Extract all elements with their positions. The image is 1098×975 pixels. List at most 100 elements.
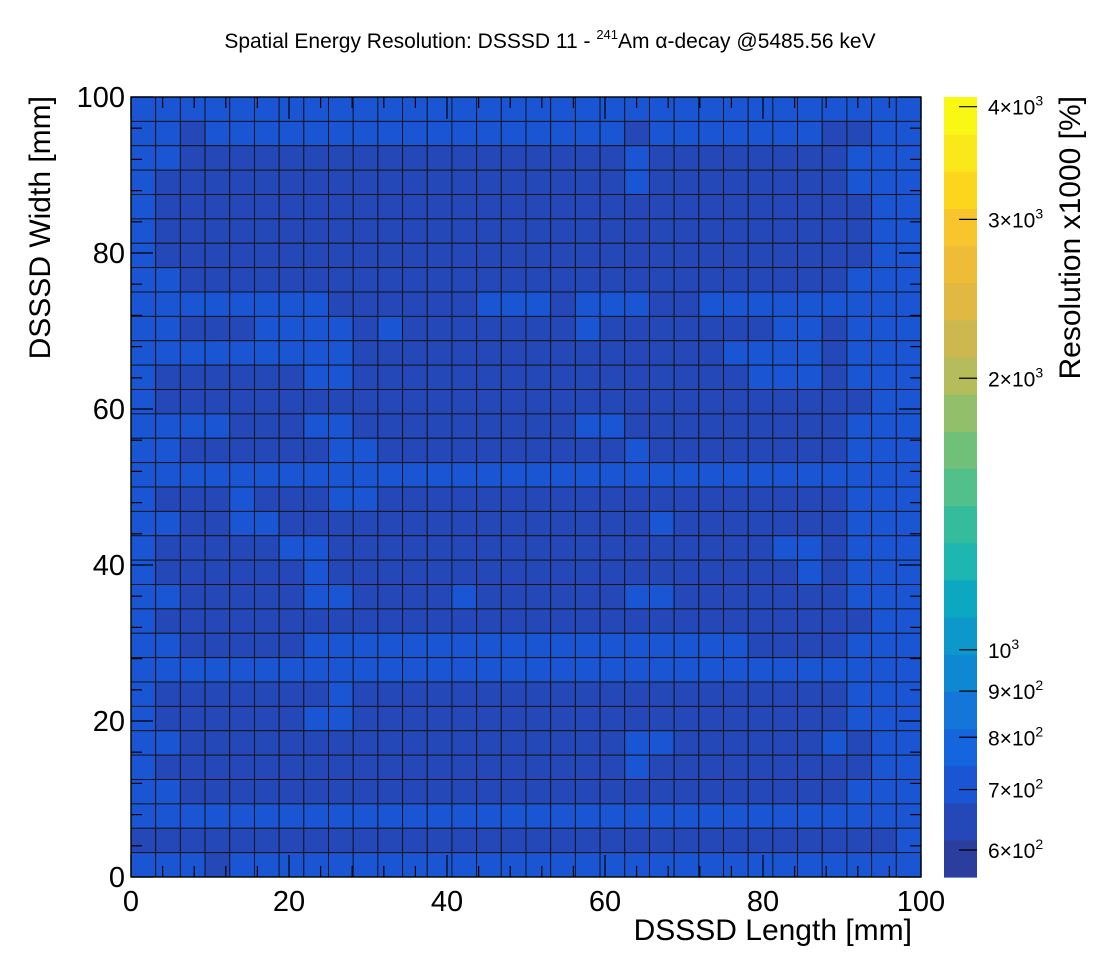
heatmap-cell [599,632,626,659]
heatmap-cell [574,730,601,756]
heatmap-cell [179,535,206,561]
heatmap-cell [377,535,404,561]
heatmap-cell [797,437,823,464]
heatmap-cell [476,120,502,147]
heatmap-cell [204,754,231,780]
heatmap-cell [204,437,231,464]
heatmap-cell [451,705,478,732]
color-scale-swatch [944,282,977,321]
heatmap-cell [229,608,255,634]
heatmap-cell [599,462,626,488]
heatmap-cell [426,145,453,171]
heatmap-cell [797,291,823,317]
heatmap-cell [402,218,428,244]
heatmap-cell [328,632,354,659]
heatmap-cell [624,535,650,561]
heatmap-cell [426,340,453,366]
heatmap-cell [278,510,305,537]
heatmap-cell [229,852,255,878]
heatmap-cell [895,462,922,488]
heatmap-cell [772,559,799,585]
heatmap-cell [747,218,774,244]
color-scale-swatch [944,245,977,284]
heatmap-cell [426,437,453,464]
heatmap-cell [673,242,700,269]
heatmap-cell [253,852,280,878]
heatmap-cell [352,827,379,854]
heatmap-cell [130,413,157,439]
heatmap-cell [648,364,675,390]
heatmap-cell [673,608,700,634]
heatmap-cell [377,779,404,805]
heatmap-cell [624,486,650,512]
heatmap-cell [229,657,255,683]
heatmap-cell [377,96,404,122]
heatmap-cell [303,364,329,390]
heatmap-cell [130,340,157,366]
color-scale-swatch [944,617,977,655]
heatmap-cell [550,632,576,659]
heatmap-cell [797,657,823,683]
heatmap-cell [179,803,206,829]
heatmap-cell [673,169,700,195]
heatmap-cell [624,389,650,415]
heatmap-cell [772,389,799,415]
heatmap-cell [426,754,453,780]
heatmap-cell [500,779,527,805]
heatmap-cell [179,608,206,634]
heatmap-cell [179,145,206,171]
heatmap-cell [871,340,897,366]
heatmap-cell [377,462,404,488]
heatmap-cell [500,827,527,854]
heatmap-cell [673,267,700,293]
heatmap-cell [772,705,799,732]
heatmap-cell [747,389,774,415]
heatmap-cell [155,462,181,488]
heatmap-cell [476,754,502,780]
heatmap-cell [599,315,626,342]
heatmap-cell [698,657,724,683]
heatmap-cell [278,705,305,732]
heatmap-cell [303,462,329,488]
heatmap-cell [574,340,601,366]
heatmap-cell [846,486,873,512]
heatmap-cell [698,779,724,805]
heatmap-cell [648,462,675,488]
heatmap-cell [155,632,181,659]
heatmap-cell [673,120,700,147]
heatmap-cell [303,510,329,537]
heatmap-cell [352,754,379,780]
heatmap-cell [698,705,724,732]
heatmap-cell [155,754,181,780]
heatmap-cell [550,364,576,390]
heatmap-cell [451,730,478,756]
heatmap-cell [303,120,329,147]
heatmap-cell [821,779,848,805]
heatmap-cell [624,827,650,854]
heatmap-cell [747,364,774,390]
chart-title-sup: 241 [596,27,618,42]
heatmap-cell [895,510,922,537]
heatmap-cell [253,705,280,732]
heatmap-cell [303,535,329,561]
heatmap-cell [624,510,650,537]
heatmap-cell [278,486,305,512]
heatmap-cell [377,681,404,707]
heatmap-cell [352,120,379,147]
heatmap-cell [352,96,379,122]
heatmap-cell [451,754,478,780]
heatmap-cell [253,194,280,220]
heatmap-cell [229,218,255,244]
x-axis: 0 20 40 60 80 100 [123,97,945,918]
heatmap-cell [130,827,157,854]
heatmap-cell [599,389,626,415]
plot-frame [130,96,922,878]
heatmap-cell [747,242,774,269]
heatmap-cell [871,705,897,732]
color-scale-swatch [944,728,977,767]
heatmap-cell [130,510,157,537]
heatmap-cell [402,462,428,488]
heatmap-cell [377,340,404,366]
heatmap-cell [179,779,206,805]
heatmap-cell [377,852,404,878]
